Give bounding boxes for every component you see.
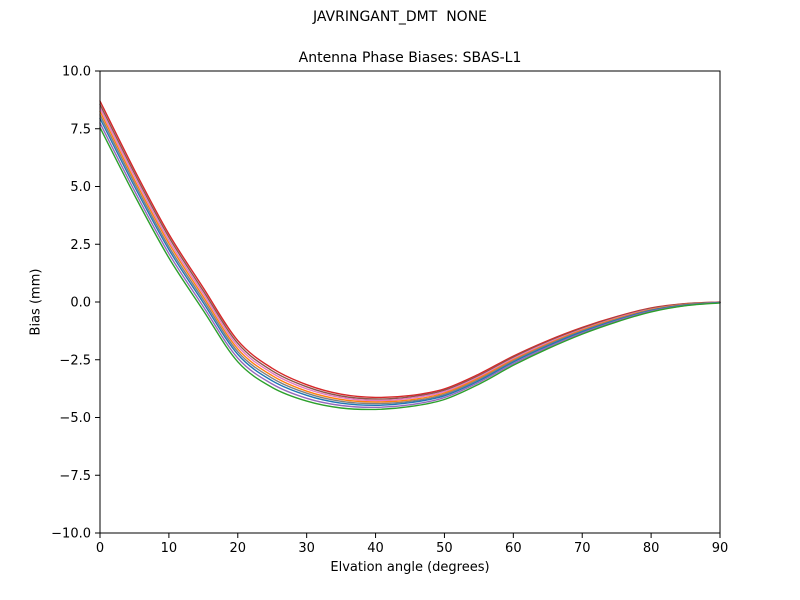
x-tick-label: 0	[96, 541, 104, 556]
series-line-5	[99, 114, 721, 405]
x-tick-label: 30	[298, 541, 315, 556]
series-line-3	[99, 107, 721, 402]
y-tick-label: 10.0	[62, 65, 91, 80]
x-tick-label: 10	[161, 541, 178, 556]
axes-border	[99, 70, 721, 534]
series-line-6	[99, 117, 721, 406]
y-tick-label: 5.0	[70, 180, 91, 195]
series-line-4	[99, 110, 721, 403]
x-tick-label: 50	[436, 541, 453, 556]
y-tick-label: −10.0	[51, 527, 91, 542]
figure-title: JAVRINGANT_DMT NONE	[312, 9, 488, 25]
series-line-7	[99, 122, 721, 409]
x-tick-label: 80	[643, 541, 660, 556]
y-tick-label: 2.5	[70, 238, 91, 253]
y-tick-label: −5.0	[59, 411, 91, 426]
x-tick-label: 40	[367, 541, 384, 556]
y-tick-label: −2.5	[59, 353, 91, 368]
axes-title: Antenna Phase Biases: SBAS-L1	[298, 50, 522, 66]
y-tick-label: −7.5	[59, 469, 91, 484]
y-tick-label: 7.5	[70, 122, 91, 137]
y-tick-label: 0.0	[70, 296, 91, 311]
series-line-8	[99, 126, 721, 411]
x-tick-label: 70	[574, 541, 591, 556]
x-axis-label: Elvation angle (degrees)	[330, 560, 490, 575]
x-tick-label: 60	[505, 541, 522, 556]
x-tick-label: 90	[712, 541, 729, 556]
series-line-1	[99, 100, 721, 399]
series-line-2	[99, 103, 721, 400]
x-tick-label: 20	[230, 541, 247, 556]
